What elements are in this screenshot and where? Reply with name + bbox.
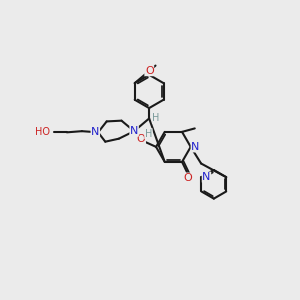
Text: N: N <box>191 142 200 152</box>
Text: H: H <box>152 113 160 124</box>
Text: N: N <box>130 126 138 136</box>
Text: O: O <box>183 173 192 183</box>
Text: N: N <box>91 127 100 137</box>
Text: HO: HO <box>35 127 50 137</box>
Text: O: O <box>145 66 154 76</box>
Text: O: O <box>137 134 146 145</box>
Text: H: H <box>145 129 152 139</box>
Text: N: N <box>202 172 211 182</box>
